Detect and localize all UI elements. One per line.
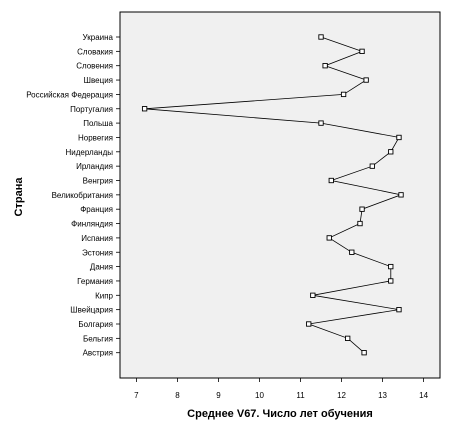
- y-tick-label: Испания: [81, 234, 113, 243]
- data-point: [398, 192, 404, 198]
- y-tick-label: Польша: [83, 119, 113, 128]
- x-tick-label: 12: [337, 391, 346, 400]
- y-tick-label: Швеция: [84, 76, 113, 85]
- x-tick-label: 11: [296, 391, 305, 400]
- data-point: [349, 249, 355, 255]
- y-tick-label: Кипр: [95, 291, 113, 300]
- data-point: [388, 263, 394, 270]
- data-point: [340, 91, 347, 98]
- y-tick-label: Болгария: [78, 320, 113, 329]
- y-tick-label: Бельгия: [83, 334, 113, 343]
- data-point: [318, 34, 324, 40]
- data-point: [359, 48, 365, 55]
- data-point: [396, 134, 402, 141]
- x-tick-label: 8: [175, 391, 180, 400]
- x-tick-label: 10: [255, 391, 264, 400]
- plot-area: [119, 11, 441, 379]
- y-tick-label: Словения: [76, 62, 113, 71]
- data-point: [361, 350, 367, 356]
- data-point: [306, 321, 312, 327]
- y-tick-label: Ирландия: [76, 162, 113, 171]
- data-point: [318, 120, 324, 126]
- data-point: [388, 149, 394, 155]
- y-tick-label: Великобритания: [52, 191, 113, 200]
- data-point: [357, 220, 363, 227]
- x-tick-label: 13: [378, 391, 387, 400]
- data-point: [326, 235, 332, 241]
- y-axis-title: Страна: [13, 177, 25, 217]
- y-tick-label: Германия: [77, 277, 113, 286]
- y-tick-label: Нидерланды: [66, 148, 114, 157]
- data-point: [328, 177, 334, 184]
- x-tick-label: 7: [134, 391, 139, 400]
- y-tick-label: Российская Федерация: [26, 90, 113, 99]
- data-point: [388, 278, 394, 284]
- data-point: [322, 63, 328, 69]
- y-tick-label: Дания: [90, 263, 113, 272]
- data-point: [310, 292, 316, 298]
- y-tick-label: Норвегия: [78, 133, 113, 142]
- y-tick-label: Словакия: [77, 47, 113, 56]
- data-point: [359, 206, 365, 212]
- data-point: [141, 106, 148, 112]
- data-point: [345, 335, 351, 341]
- data-point: [363, 77, 369, 83]
- x-tick-label: 14: [419, 391, 428, 400]
- y-tick-label: Финляндия: [71, 220, 113, 229]
- y-tick-label: Украина: [83, 33, 114, 42]
- y-axis-labels: Украина Словакия Словения Швеция Российская …: [26, 33, 120, 358]
- data-markers: [141, 34, 404, 356]
- y-tick-label: Эстония: [82, 248, 113, 257]
- y-tick-label: Франция: [80, 205, 113, 214]
- x-axis-title: Среднее V67. Число лет обучения: [187, 408, 373, 420]
- y-tick-label: Португалия: [70, 105, 113, 114]
- x-axis: 7 8 9 10 11 12 13 14: [134, 378, 429, 400]
- x-tick-label: 9: [216, 391, 221, 400]
- y-tick-label: Австрия: [83, 349, 113, 358]
- data-point: [369, 163, 375, 169]
- data-point: [396, 307, 402, 313]
- y-tick-label: Швейцария: [70, 306, 113, 315]
- y-tick-label: Венгрия: [83, 177, 113, 186]
